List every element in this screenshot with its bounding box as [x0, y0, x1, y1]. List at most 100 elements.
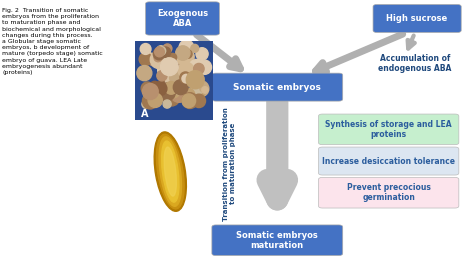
Circle shape — [189, 67, 198, 76]
Circle shape — [192, 94, 206, 107]
Circle shape — [179, 40, 194, 55]
Circle shape — [142, 83, 158, 100]
Circle shape — [198, 60, 211, 74]
Circle shape — [140, 44, 151, 54]
Circle shape — [200, 84, 208, 92]
Circle shape — [143, 93, 158, 109]
Circle shape — [153, 48, 165, 60]
Text: Exogenous
ABA: Exogenous ABA — [157, 9, 208, 28]
Circle shape — [159, 82, 171, 94]
Ellipse shape — [159, 137, 182, 206]
Circle shape — [160, 47, 171, 58]
FancyBboxPatch shape — [319, 114, 459, 145]
Circle shape — [176, 48, 194, 66]
Circle shape — [170, 67, 181, 78]
FancyBboxPatch shape — [319, 177, 459, 208]
Text: Somatic embryos
maturation: Somatic embryos maturation — [237, 230, 318, 250]
Circle shape — [148, 54, 160, 66]
Circle shape — [167, 81, 176, 91]
Circle shape — [159, 56, 167, 65]
Circle shape — [175, 88, 182, 95]
Circle shape — [177, 60, 187, 70]
Circle shape — [170, 70, 184, 85]
Circle shape — [165, 75, 178, 88]
Text: B: B — [141, 207, 148, 217]
FancyBboxPatch shape — [146, 2, 219, 35]
Circle shape — [196, 48, 208, 60]
Circle shape — [158, 83, 175, 101]
Circle shape — [139, 53, 152, 66]
Circle shape — [193, 81, 209, 97]
Text: Prevent precocious
germination: Prevent precocious germination — [347, 183, 430, 202]
Circle shape — [142, 100, 150, 109]
Circle shape — [153, 82, 167, 96]
FancyBboxPatch shape — [319, 147, 459, 175]
Circle shape — [157, 47, 166, 55]
Circle shape — [175, 63, 192, 80]
Circle shape — [192, 69, 199, 76]
Circle shape — [167, 84, 180, 98]
Circle shape — [171, 69, 187, 86]
Circle shape — [157, 70, 167, 81]
Circle shape — [182, 74, 191, 83]
Circle shape — [149, 91, 155, 98]
Circle shape — [137, 65, 152, 81]
FancyBboxPatch shape — [212, 225, 343, 256]
Circle shape — [191, 82, 204, 94]
Circle shape — [176, 46, 190, 60]
Circle shape — [160, 86, 168, 94]
Circle shape — [202, 87, 208, 93]
Circle shape — [191, 44, 199, 52]
Circle shape — [148, 93, 162, 107]
Circle shape — [178, 62, 194, 78]
Text: Somatic embryos: Somatic embryos — [233, 83, 321, 92]
Text: Accumulation of
endogenous ABA: Accumulation of endogenous ABA — [378, 54, 451, 73]
Circle shape — [165, 82, 177, 94]
Circle shape — [168, 70, 180, 82]
Circle shape — [166, 86, 178, 98]
Circle shape — [156, 46, 165, 55]
Circle shape — [155, 47, 164, 57]
Ellipse shape — [162, 141, 179, 202]
Text: Transition from proliferation
to maturation phase: Transition from proliferation to maturat… — [223, 107, 237, 220]
Circle shape — [163, 44, 172, 53]
Circle shape — [141, 82, 154, 95]
Text: Synthesis of storage and LEA
proteins: Synthesis of storage and LEA proteins — [325, 120, 452, 139]
Circle shape — [191, 79, 203, 90]
Text: A: A — [141, 109, 148, 119]
Circle shape — [185, 71, 193, 79]
Circle shape — [186, 71, 204, 89]
Circle shape — [166, 73, 182, 89]
Circle shape — [150, 50, 168, 69]
Circle shape — [165, 76, 176, 87]
Text: Fig. 2  Transition of somatic
embryos from the proliferation
to maturation phase: Fig. 2 Transition of somatic embryos fro… — [2, 8, 103, 75]
Circle shape — [181, 88, 195, 103]
Circle shape — [188, 86, 204, 102]
Circle shape — [144, 92, 158, 106]
Circle shape — [154, 54, 162, 62]
Circle shape — [161, 70, 179, 89]
Circle shape — [177, 70, 192, 86]
Circle shape — [161, 58, 178, 76]
Circle shape — [180, 72, 191, 83]
Circle shape — [150, 81, 159, 91]
Circle shape — [173, 80, 188, 95]
Circle shape — [184, 50, 192, 58]
Text: High sucrose: High sucrose — [386, 14, 448, 23]
Circle shape — [182, 94, 196, 108]
Circle shape — [161, 70, 177, 86]
Circle shape — [171, 86, 187, 102]
Circle shape — [182, 93, 198, 109]
Circle shape — [164, 89, 180, 106]
Circle shape — [193, 63, 204, 74]
Circle shape — [151, 56, 161, 66]
Circle shape — [189, 59, 206, 77]
Circle shape — [142, 52, 154, 64]
Circle shape — [169, 53, 177, 61]
Ellipse shape — [156, 134, 184, 209]
Circle shape — [163, 100, 171, 108]
FancyBboxPatch shape — [373, 4, 461, 32]
Circle shape — [158, 65, 167, 75]
Ellipse shape — [154, 132, 186, 211]
Text: Increase desiccation tolerance: Increase desiccation tolerance — [322, 157, 455, 166]
